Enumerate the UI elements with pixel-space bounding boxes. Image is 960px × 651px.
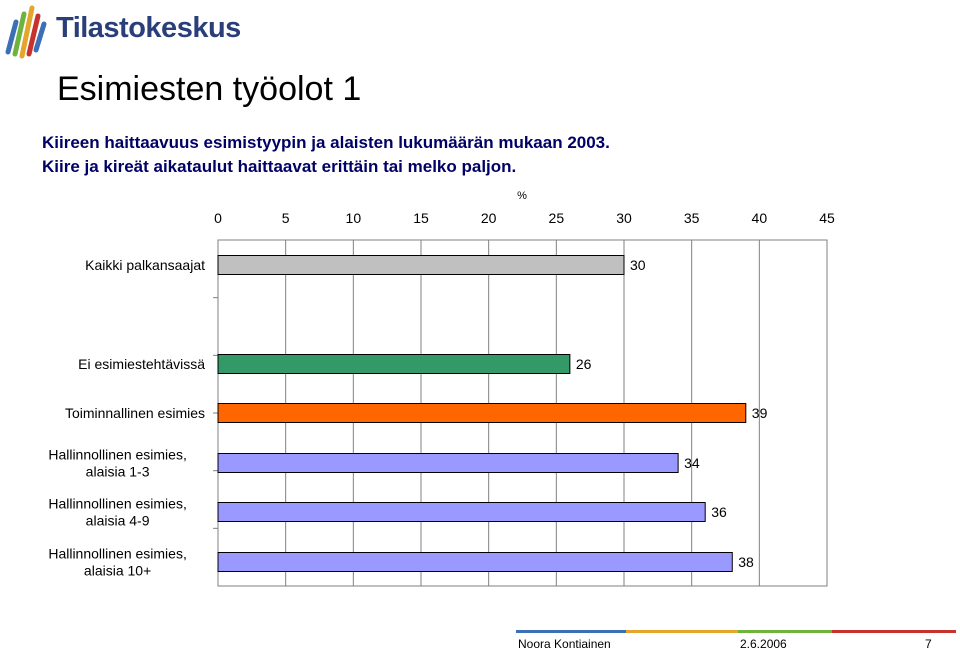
x-tick-label: 25 [549,210,565,226]
x-tick-label: 5 [282,210,290,226]
x-tick-label: 45 [819,210,835,226]
bar-value-label: 30 [630,257,646,273]
chart-subtitle-line-2: Kiire ja kireät aikataulut haittaavat er… [42,157,517,176]
category-label: Hallinnollinen esimies, [48,447,187,463]
x-tick-label: 30 [616,210,632,226]
footer-page-number: 7 [925,637,932,651]
category-label: Kaikki palkansaajat [85,257,205,273]
bar-value-label: 26 [576,356,592,372]
bar [217,403,747,423]
category-label: Hallinnollinen esimies, [48,546,187,562]
x-tick-label: 40 [752,210,768,226]
logo-text: Tilastokeskus [56,12,241,44]
x-tick-label: 35 [684,210,700,226]
logo: Tilastokeskus [2,2,262,62]
tilastokeskus-logo-icon [5,5,47,59]
bar-value-label: 36 [711,504,727,520]
footer-stripe-green [738,630,832,633]
bar-value-label: 34 [684,455,700,471]
footer-date: 2.6.2006 [740,637,787,651]
bar [217,255,625,275]
category-label: alaisia 1-3 [86,464,150,480]
bar [217,552,733,572]
category-label: Toiminnallinen esimies [65,405,205,421]
bar [217,453,679,473]
category-label: alaisia 10+ [84,563,151,579]
x-tick-label: 15 [413,210,429,226]
footer-stripe-blue [516,630,626,633]
chart-subtitle-line-1: Kiireen haittaavuus esimistyypin ja alai… [42,133,610,152]
category-label: Ei esimiestehtävissä [78,356,205,372]
bar-value-label: 39 [752,405,768,421]
category-label: alaisia 4-9 [86,513,150,529]
x-tick-label: 20 [481,210,497,226]
x-tick-label: 0 [214,210,222,226]
page-title: Esimiesten työolot 1 [57,70,362,108]
category-label: Hallinnollinen esimies, [48,496,187,512]
bar [217,354,571,374]
footer-author: Noora Kontiainen [518,637,611,651]
footer-stripe-red [832,630,956,633]
footer-stripe-yellow [626,630,738,633]
x-unit-label: % [517,190,527,202]
bar-value-label: 38 [738,554,754,570]
bar [217,502,706,522]
x-tick-label: 10 [346,210,362,226]
